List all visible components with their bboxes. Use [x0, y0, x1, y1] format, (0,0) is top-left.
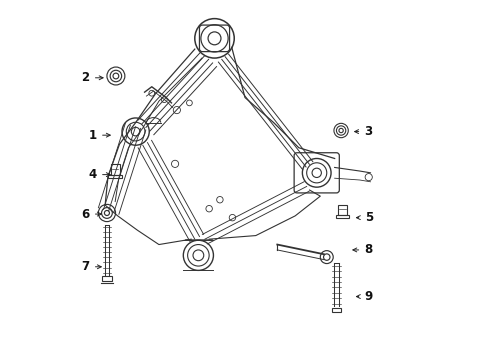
Text: 8: 8	[365, 243, 373, 256]
Bar	[108, 175, 122, 178]
Bar	[102, 276, 112, 281]
Text: 2: 2	[81, 71, 90, 84]
Text: 9: 9	[365, 290, 373, 303]
Text: 6: 6	[81, 208, 90, 221]
Text: 7: 7	[81, 260, 90, 273]
Text: 1: 1	[89, 129, 97, 142]
Text: 3: 3	[365, 125, 373, 138]
Bar	[336, 215, 349, 219]
Text: 5: 5	[365, 211, 373, 224]
Bar	[338, 205, 347, 215]
Text: 4: 4	[89, 168, 97, 181]
Bar	[111, 164, 120, 175]
Bar	[332, 308, 341, 312]
